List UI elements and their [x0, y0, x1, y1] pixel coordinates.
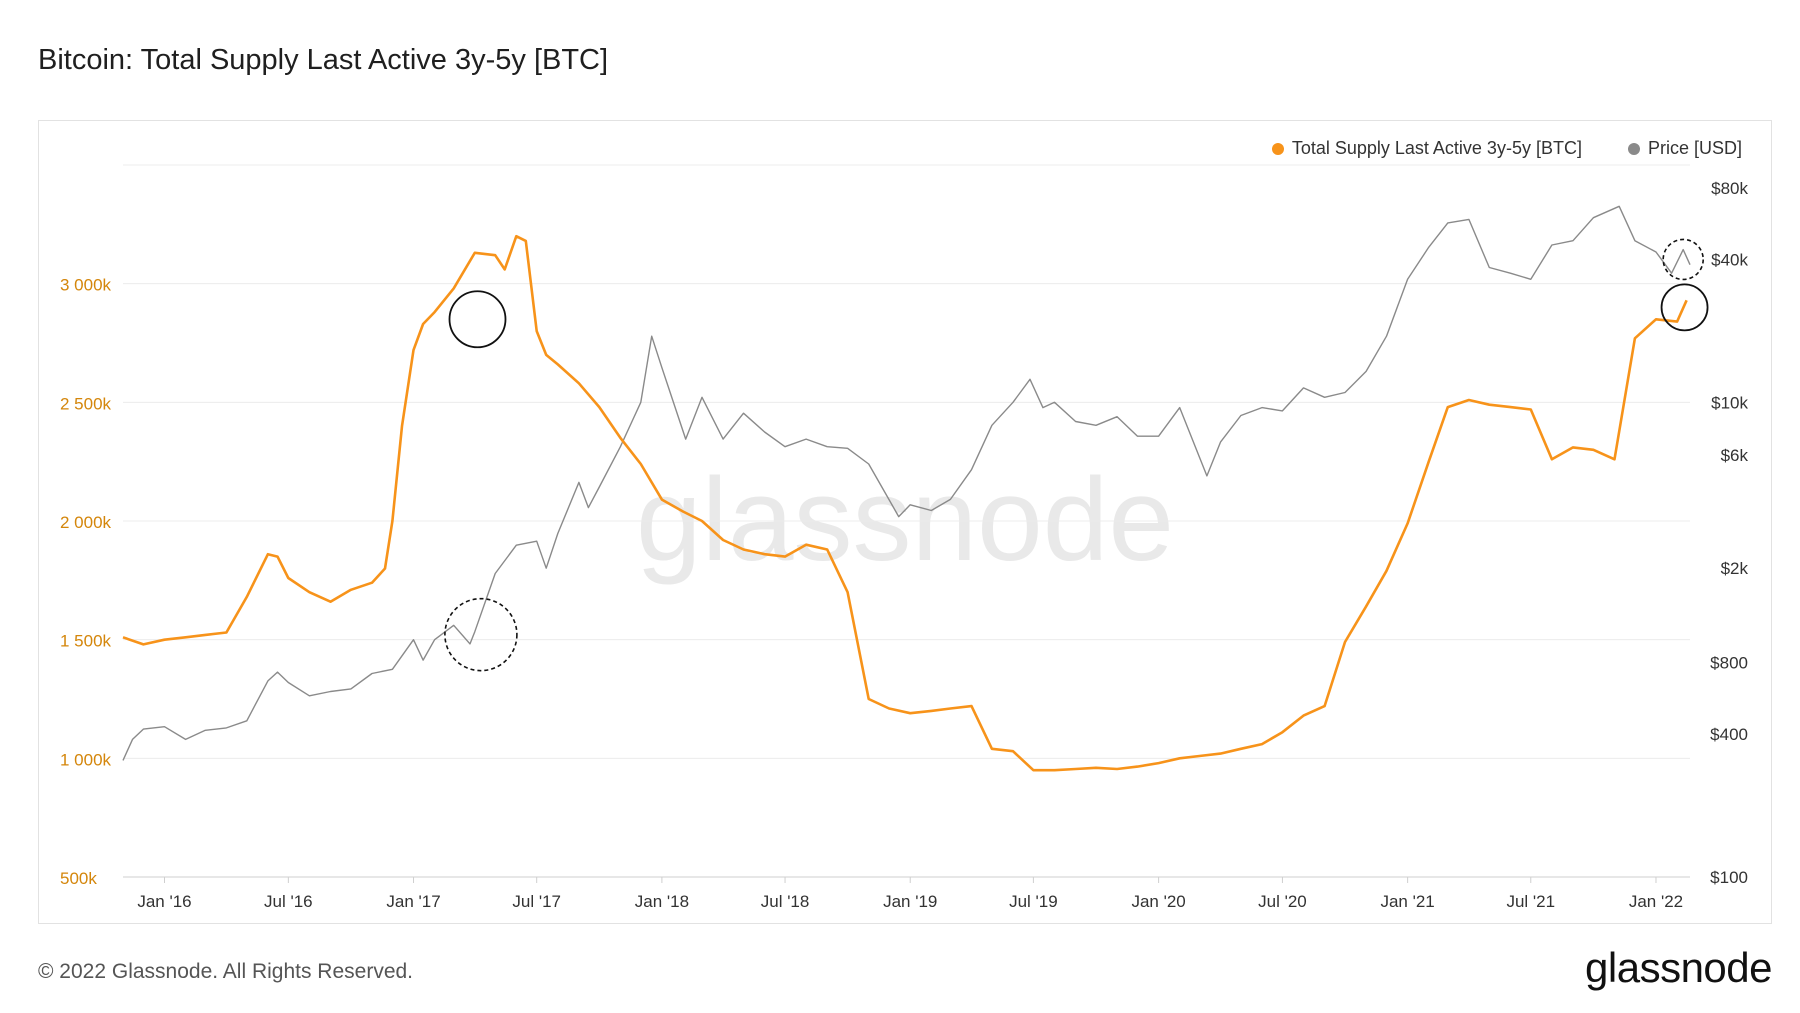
left-axis-tick-label: 2 500k [60, 394, 112, 413]
right-axis-tick-label: $2k [1721, 559, 1749, 578]
x-axis-tick-label: Jul '16 [264, 892, 313, 911]
right-axis-tick-label: $80k [1711, 179, 1748, 198]
copyright-text: © 2022 Glassnode. All Rights Reserved. [38, 960, 414, 983]
right-axis-tick-label: $40k [1711, 250, 1748, 269]
x-axis-tick-label: Jan '16 [137, 892, 191, 911]
chart-frame [38, 120, 1772, 924]
x-axis-tick-label: Jul '18 [761, 892, 810, 911]
right-axis-tick-label: $800 [1710, 654, 1748, 673]
x-axis-tick-label: Jul '21 [1506, 892, 1555, 911]
annotation-circle-dashed [1662, 238, 1704, 281]
chart-legend: Total Supply Last Active 3y-5y [BTC] Pri… [1271, 138, 1742, 159]
glassnode-logo: glassnode [1585, 944, 1772, 991]
left-axis-tick-label: 2 000k [60, 513, 112, 532]
legend-item-price[interactable]: Price [USD] [1627, 138, 1742, 159]
left-axis-tick-label: 1 000k [60, 750, 112, 769]
chart-title: Bitcoin: Total Supply Last Active 3y-5y … [38, 44, 609, 76]
x-axis-tick-label: Jan '20 [1131, 892, 1185, 911]
price-series-line [122, 205, 1691, 761]
x-axis-tick-label: Jan '18 [635, 892, 689, 911]
legend-item-supply[interactable]: Total Supply Last Active 3y-5y [BTC] [1271, 138, 1582, 159]
watermark-text: glassnode [636, 454, 1174, 586]
right-axis-tick-label: $100 [1710, 868, 1748, 887]
annotation-circle-solid [448, 290, 507, 349]
right-axis-tick-label: $400 [1710, 725, 1748, 744]
x-axis-tick-label: Jan '21 [1380, 892, 1434, 911]
legend-label-price: Price [USD] [1647, 138, 1742, 158]
x-axis-tick-label: Jul '19 [1009, 892, 1058, 911]
x-axis-tick-label: Jan '19 [883, 892, 937, 911]
left-axis-tick-label: 500k [60, 869, 97, 888]
left-axis-tick-label: 3 000k [60, 276, 112, 295]
annotation-circle-solid [1660, 283, 1709, 332]
supply-series-line [122, 234, 1688, 772]
right-axis-tick-label: $10k [1711, 393, 1748, 412]
legend-label-supply: Total Supply Last Active 3y-5y [BTC] [1291, 138, 1582, 158]
x-axis-tick-label: Jul '20 [1258, 892, 1307, 911]
x-axis-tick-label: Jul '17 [512, 892, 561, 911]
left-axis-tick-label: 1 500k [60, 632, 112, 651]
x-axis-tick-label: Jan '22 [1629, 892, 1683, 911]
annotation-circle-dashed [444, 597, 518, 672]
x-axis-tick-label: Jan '17 [386, 892, 440, 911]
right-axis-tick-label: $6k [1721, 446, 1749, 465]
legend-dot-price [1627, 142, 1640, 155]
legend-dot-supply [1271, 142, 1284, 155]
